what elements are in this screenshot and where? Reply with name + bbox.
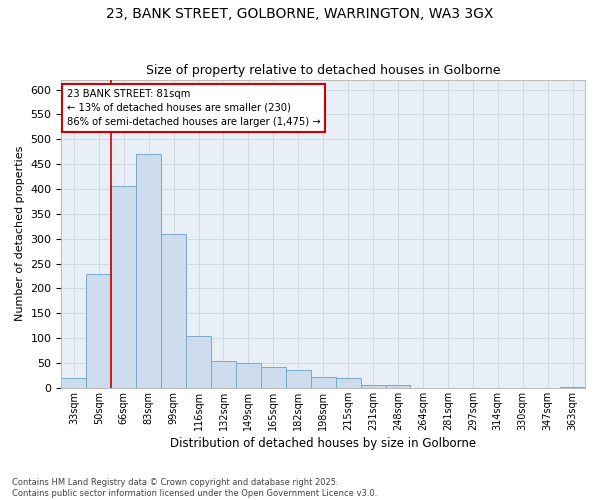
Y-axis label: Number of detached properties: Number of detached properties [15,146,25,322]
Bar [236,363,261,388]
Bar [361,386,386,388]
Title: Size of property relative to detached houses in Golborne: Size of property relative to detached ho… [146,64,500,77]
Text: 23, BANK STREET, GOLBORNE, WARRINGTON, WA3 3GX: 23, BANK STREET, GOLBORNE, WARRINGTON, W… [106,8,494,22]
Bar [111,186,136,388]
Bar [560,387,585,388]
Text: 23 BANK STREET: 81sqm
← 13% of detached houses are smaller (230)
86% of semi-det: 23 BANK STREET: 81sqm ← 13% of detached … [67,89,320,127]
Bar [211,360,236,388]
Bar [386,386,410,388]
Bar [286,370,311,388]
Bar [136,154,161,388]
Bar [186,336,211,388]
Bar [311,377,335,388]
Bar [335,378,361,388]
X-axis label: Distribution of detached houses by size in Golborne: Distribution of detached houses by size … [170,437,476,450]
Text: Contains HM Land Registry data © Crown copyright and database right 2025.
Contai: Contains HM Land Registry data © Crown c… [12,478,377,498]
Bar [261,367,286,388]
Bar [86,274,111,388]
Bar [61,378,86,388]
Bar [161,234,186,388]
